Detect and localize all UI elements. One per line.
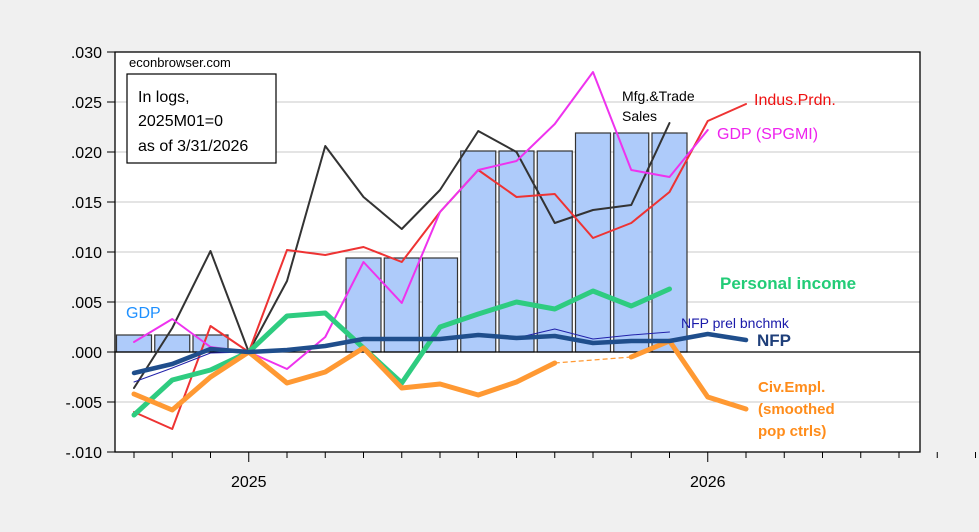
y-tick-label: -.005 [66,395,103,412]
series-civ-empl-smoothed-pop-ctrls- [131,338,749,413]
y-tick-label: .030 [71,45,102,62]
series-lines [131,71,749,430]
y-tick-label: .020 [71,145,102,162]
source-label: econbrowser.com [129,55,231,70]
series-nfp [131,331,749,376]
gdp-bar [115,334,153,353]
x-tick-label: 2026 [690,474,726,491]
mfg-label-line-1: Mfg.&Trade [622,88,695,104]
note-box [126,73,277,164]
civ-label-line-2: (smoothed [758,401,835,418]
gdp-bar [154,334,191,353]
x-tick-label: 2025 [231,474,267,491]
series-line [131,331,749,376]
note-line-1: In logs, [138,89,190,106]
series-line [131,345,558,413]
note-line-2: 2025M01=0 [138,113,223,130]
series-line [133,122,671,389]
series-line [628,338,749,412]
civ-label-line-3: pop ctrls) [758,423,826,440]
y-tick-label: -.010 [66,445,103,462]
gdp-bar [460,150,497,353]
series-personal-income [131,286,672,418]
y-tick-label: .025 [71,95,102,112]
series-line [131,286,672,418]
gdp-bar [536,150,573,353]
y-tick-label: .015 [71,195,102,212]
y-axis: .030 .025 .020 .015 .010 .005 .000 -.005 -.010 [66,45,115,462]
nfp-prel-label: NFP prel bnchmk [681,315,790,331]
note-line-3: as of 3/31/2026 [138,138,248,155]
gdp-bar [613,132,650,353]
series-gap-dashed [554,356,632,364]
y-tick-label: .010 [71,245,102,262]
y-tick-label: .000 [71,345,102,362]
ip-label: Indus.Prdn. [754,92,836,109]
gdp-bar [498,150,535,353]
nfp-label: NFP [757,331,791,350]
spgmi-label: GDP (SPGMI) [717,126,818,143]
y-tick-label: .005 [71,295,102,312]
gdp-bar [574,132,612,353]
pi-label: Personal income [720,274,856,293]
mfg-label-line-2: Sales [622,108,657,124]
x-axis: 2025 2026 [133,452,976,491]
series-mfg-trade-sales [133,122,671,389]
civ-label-line-1: Civ.Empl. [758,379,825,396]
gdp-label: GDP [126,305,161,322]
